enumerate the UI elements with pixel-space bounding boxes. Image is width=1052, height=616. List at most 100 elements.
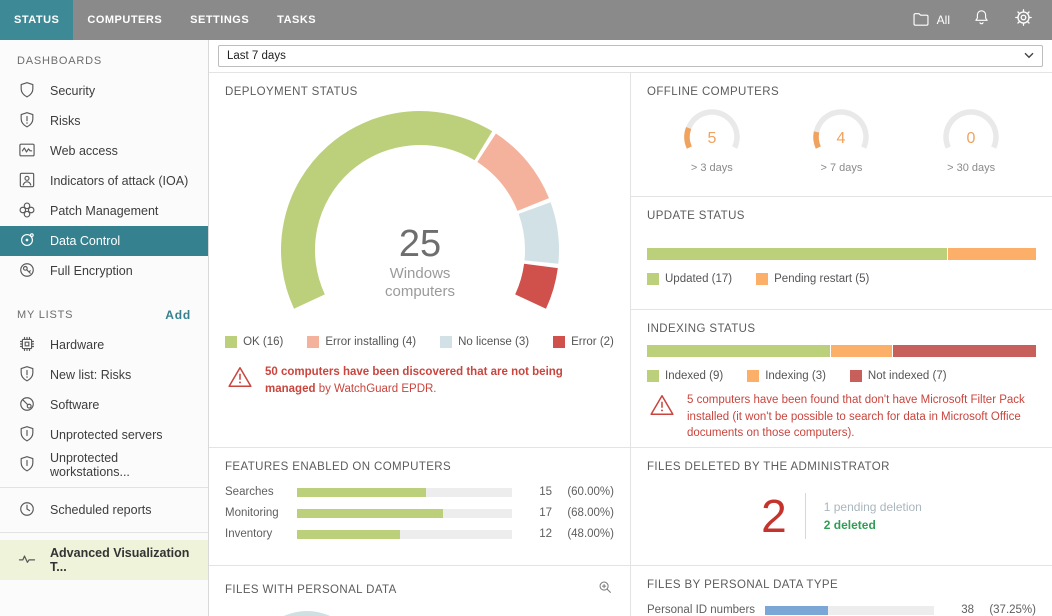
bar-row[interactable]: Monitoring 17 (68.00%) <box>225 507 614 519</box>
sidebar-item-label: Indicators of attack (IOA) <box>50 174 189 188</box>
indexing-legend-item[interactable]: Not indexed (7) <box>849 370 947 382</box>
sidebar-item-full-encryption[interactable]: Full Encryption <box>0 256 208 286</box>
indexing-legend-item[interactable]: Indexing (3) <box>747 370 826 382</box>
deployment-legend-item[interactable]: Error (2) <box>553 336 614 348</box>
update-status-legend: Updated (17) Pending restart (5) <box>647 273 1036 285</box>
deployment-warning: 50 computers have been discovered that a… <box>225 364 614 397</box>
sidebar-item-label: Risks <box>50 114 81 128</box>
sidebar-item-label: Software <box>50 398 100 412</box>
sidebar-item-risks[interactable]: Risks <box>0 106 208 136</box>
update-legend-item[interactable]: Pending restart (5) <box>756 273 869 285</box>
computers-filter-label: All <box>936 13 950 27</box>
sidebar-item-new-list-risks[interactable]: New list: Risks <box>0 360 208 390</box>
bar-row[interactable]: Personal ID numbers 38 (37.25%) <box>647 604 1036 616</box>
sidebar-item-security[interactable]: Security <box>0 76 208 106</box>
offline-gauge[interactable]: 5 > 3 days <box>675 106 749 174</box>
legend-label: Error (2) <box>571 336 614 348</box>
panel-title: UPDATE STATUS <box>647 210 745 222</box>
tab-settings[interactable]: SETTINGS <box>190 14 250 26</box>
person-badge-icon <box>17 170 37 193</box>
indexing-legend-item[interactable]: Indexed (9) <box>647 370 723 382</box>
chevron-down-icon <box>1024 50 1034 62</box>
sidebar-item-advanced-visualization[interactable]: Advanced Visualization T... <box>0 540 208 580</box>
bar-value: 38 <box>961 604 974 616</box>
files-by-type-bar-chart: Personal ID numbers 38 (37.25%) <box>647 604 1036 616</box>
legend-label: No license (3) <box>458 336 530 348</box>
bar-label: Personal ID numbers <box>647 604 756 616</box>
sidebar-item-software[interactable]: Software <box>0 390 208 420</box>
update-legend-item[interactable]: Updated (17) <box>647 273 732 285</box>
offline-gauge[interactable]: 0 > 30 days <box>934 106 1008 174</box>
notifications-button[interactable] <box>972 7 991 33</box>
sidebar-item-ioa[interactable]: Indicators of attack (IOA) <box>0 166 208 196</box>
sidebar-item-label: Unprotected workstations... <box>50 451 130 479</box>
bar-percent: (37.25%) <box>989 604 1036 616</box>
sidebar-item-label: Full Encryption <box>50 264 133 278</box>
sidebar-header-my-lists: MY LISTS Add <box>0 300 208 330</box>
legend-label: Not indexed (7) <box>867 370 947 382</box>
personal-data-pie-chart[interactable] <box>251 611 363 616</box>
deployment-legend-item[interactable]: No license (3) <box>440 336 529 348</box>
bell-icon <box>972 7 991 33</box>
sidebar-item-hardware[interactable]: Hardware <box>0 330 208 360</box>
svg-text:5: 5 <box>707 130 716 147</box>
deployment-gauge-chart[interactable]: 25 Windows computers <box>225 102 614 320</box>
tab-status[interactable]: STATUS <box>0 0 74 40</box>
zoom-in-icon[interactable] <box>597 579 614 601</box>
legend-label: OK (16) <box>243 336 284 348</box>
legend-swatch <box>307 336 320 348</box>
tab-computers[interactable]: COMPUTERS <box>87 14 163 26</box>
data-control-icon <box>17 230 37 253</box>
panel-files-deleted: FILES DELETED BY THE ADMINISTRATOR 2 1 p… <box>631 448 1052 565</box>
svg-text:25: 25 <box>398 223 440 265</box>
sidebar-item-web-access[interactable]: Web access <box>0 136 208 166</box>
legend-swatch <box>756 273 769 285</box>
legend-label: Pending restart (5) <box>774 273 870 285</box>
files-deleted-kpi: 2 1 pending deletion 2 deleted <box>647 493 1036 539</box>
indexing-status-bar <box>647 345 1036 357</box>
sidebar-header-dashboards: DASHBOARDS <box>0 46 208 76</box>
add-list-link[interactable]: Add <box>165 308 191 322</box>
sidebar-item-patch-management[interactable]: Patch Management <box>0 196 208 226</box>
legend-swatch <box>225 336 238 348</box>
indexing-warning-text: 5 computers have been found that don't h… <box>687 394 1025 440</box>
bar-segment-indexing <box>831 345 893 357</box>
dashboard-panels: DEPLOYMENT STATUS 25 Windows computers OK … <box>209 72 1052 616</box>
settings-button[interactable] <box>1013 7 1034 33</box>
svg-text:4: 4 <box>837 130 846 147</box>
deployment-warning-text[interactable]: 50 computers have been discovered that a… <box>265 364 612 397</box>
date-range-select[interactable]: Last 7 days <box>218 45 1043 67</box>
bar-segment-not-indexed <box>893 345 1036 357</box>
legend-swatch <box>747 370 760 382</box>
computers-filter-button[interactable]: All <box>911 10 950 31</box>
deployment-legend-item[interactable]: OK (16) <box>225 336 283 348</box>
bar-label: Monitoring <box>225 507 279 519</box>
warning-bold-text[interactable]: 50 computers have been discovered that a… <box>265 366 563 395</box>
bar-fill <box>765 605 828 615</box>
bar-fill <box>297 529 401 539</box>
sidebar-item-data-control[interactable]: Data Control <box>0 226 208 256</box>
sidebar-item-unprotected-workstations[interactable]: Unprotected workstations... <box>0 450 208 480</box>
patch-management-icon <box>17 200 37 223</box>
bar-row[interactable]: Inventory 12 (48.00%) <box>225 528 614 540</box>
offline-gauge-label: > 30 days <box>947 162 996 174</box>
web-access-icon <box>17 140 37 163</box>
svg-text:Windows: Windows <box>389 265 450 282</box>
bar-percent: (48.00%) <box>567 528 614 540</box>
bar-segment-updated <box>647 248 947 260</box>
right-column: OFFLINE COMPUTERS 5 > 3 days 4 > 7 days 0 > 3… <box>631 73 1052 616</box>
deployment-legend-item[interactable]: Error installing (4) <box>307 336 416 348</box>
panel-offline-computers: OFFLINE COMPUTERS 5 > 3 days 4 > 7 days 0 > 3… <box>631 73 1052 196</box>
shield-bar-icon <box>17 424 37 447</box>
sidebar-item-unprotected-servers[interactable]: Unprotected servers <box>0 420 208 450</box>
tab-tasks[interactable]: TASKS <box>277 14 317 26</box>
my-lists-header-label: MY LISTS <box>17 309 74 321</box>
sidebar-item-label: New list: Risks <box>50 368 132 382</box>
bar-fill <box>297 487 426 497</box>
sidebar-item-scheduled-reports[interactable]: Scheduled reports <box>0 495 208 525</box>
indexing-warning: 5 computers have been found that don't h… <box>647 392 1036 442</box>
bar-row[interactable]: Searches 15 (60.00%) <box>225 486 614 498</box>
shield-alert-icon <box>17 110 37 133</box>
left-column: DEPLOYMENT STATUS 25 Windows computers OK … <box>209 73 630 616</box>
offline-gauge[interactable]: 4 > 7 days <box>804 106 878 174</box>
